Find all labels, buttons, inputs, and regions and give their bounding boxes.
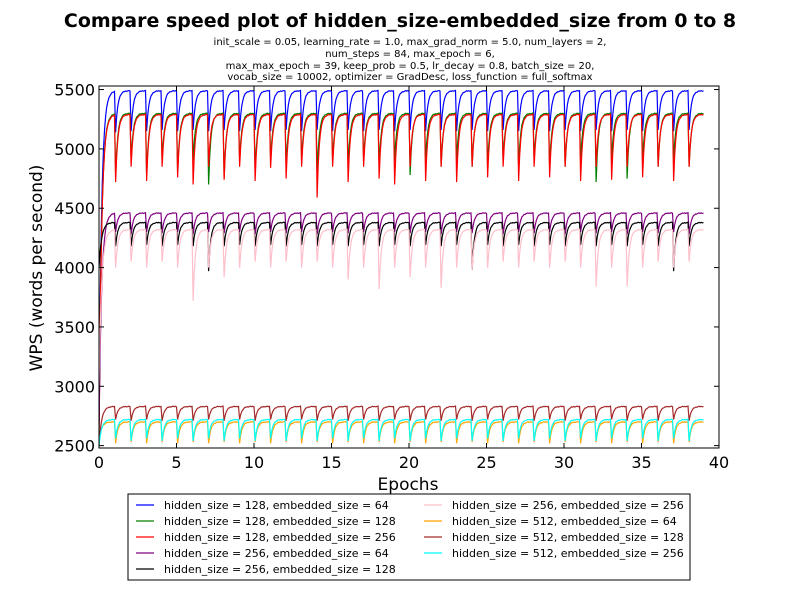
x-tick-label: 10 bbox=[244, 453, 264, 472]
y-tick-label: 3500 bbox=[54, 318, 95, 337]
series-line bbox=[99, 228, 704, 387]
legend-box bbox=[127, 493, 691, 581]
chart-subtitle-line-1: init_scale = 0.05, learning_rate = 1.0, … bbox=[214, 37, 607, 48]
series-line bbox=[99, 405, 704, 446]
y-tick-label: 4500 bbox=[54, 199, 95, 218]
x-tick-label: 40 bbox=[709, 453, 729, 472]
x-tick-label: 35 bbox=[631, 453, 651, 472]
y-tick-label: 4000 bbox=[54, 259, 95, 278]
legend-entry: hidden_size = 256, embedded_size = 256 bbox=[452, 499, 684, 512]
legend-entry: hidden_size = 256, embedded_size = 64 bbox=[164, 547, 389, 560]
legend-entry: hidden_size = 512, embedded_size = 256 bbox=[452, 547, 684, 560]
x-tick-label: 0 bbox=[94, 453, 104, 472]
series-line bbox=[99, 211, 704, 428]
y-tick-label: 2500 bbox=[54, 437, 95, 456]
legend-entry: hidden_size = 512, embedded_size = 128 bbox=[452, 531, 684, 544]
legend-entry: hidden_size = 256, embedded_size = 128 bbox=[164, 563, 396, 576]
y-axis-ticks: 2500 3000 3500 4000 4500 5000 5500 bbox=[54, 81, 719, 456]
legend-entry: hidden_size = 128, embedded_size = 256 bbox=[164, 531, 396, 544]
y-tick-label: 3000 bbox=[54, 377, 95, 396]
chart-subtitle-line-3: max_max_epoch = 39, keep_prob = 0.5, lr_… bbox=[226, 61, 595, 72]
legend-entry: hidden_size = 128, embedded_size = 128 bbox=[164, 515, 396, 528]
y-axis-label: WPS (words per second) bbox=[27, 165, 47, 372]
legend-entry: hidden_size = 128, embedded_size = 64 bbox=[164, 499, 389, 512]
series-line bbox=[99, 89, 704, 422]
y-tick-label: 5500 bbox=[54, 81, 95, 100]
y-tick-label: 5000 bbox=[54, 140, 95, 159]
series-line bbox=[99, 420, 704, 444]
legend: hidden_size = 128, embedded_size = 64 hid… bbox=[127, 493, 691, 581]
chart-title: Compare speed plot of hidden_size-embedd… bbox=[64, 10, 736, 32]
x-tick-label: 15 bbox=[321, 453, 341, 472]
x-axis-label: Epochs bbox=[378, 475, 439, 495]
chart-subtitle-line-4: vocab_size = 10002, optimizer = GradDesc… bbox=[227, 72, 592, 83]
series-line bbox=[99, 113, 704, 440]
chart-subtitle-line-2: num_steps = 84, max_epoch = 6, bbox=[325, 49, 495, 60]
legend-entry: hidden_size = 512, embedded_size = 64 bbox=[452, 515, 677, 528]
x-axis-ticks: 0 5 10 15 20 25 30 35 40 bbox=[94, 86, 729, 472]
series-line bbox=[99, 221, 704, 272]
x-tick-label: 5 bbox=[171, 453, 181, 472]
series-line bbox=[99, 418, 704, 446]
x-tick-label: 25 bbox=[476, 453, 496, 472]
plot-lines bbox=[99, 89, 704, 446]
x-tick-label: 20 bbox=[399, 453, 419, 472]
x-tick-label: 30 bbox=[554, 453, 574, 472]
